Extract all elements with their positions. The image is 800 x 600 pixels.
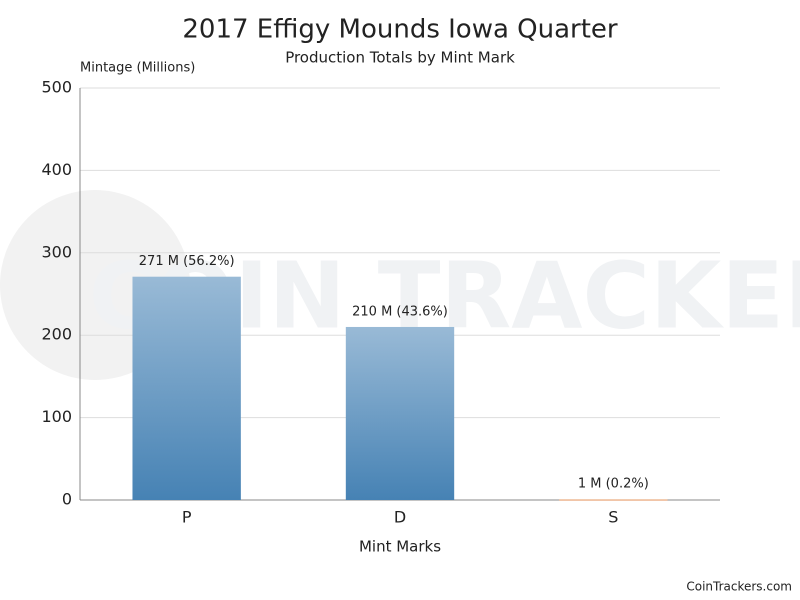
x-tick-label: D bbox=[394, 508, 406, 527]
chart-title: 2017 Effigy Mounds Iowa Quarter bbox=[182, 15, 618, 45]
chart-subtitle: Production Totals by Mint Mark bbox=[285, 49, 515, 67]
x-axis-label: Mint Marks bbox=[359, 538, 441, 556]
data-label: 1 M (0.2%) bbox=[578, 477, 649, 492]
y-tick-label: 100 bbox=[41, 407, 72, 426]
y-tick-label: 200 bbox=[41, 325, 72, 344]
y-tick-label: 400 bbox=[41, 160, 72, 179]
bar bbox=[345, 326, 455, 500]
bar bbox=[559, 499, 668, 501]
credit: CoinTrackers.com bbox=[686, 580, 792, 594]
x-tick-label: S bbox=[608, 508, 618, 527]
y-tick-label: 0 bbox=[62, 490, 72, 509]
y-axis-label: Mintage (Millions) bbox=[80, 61, 195, 76]
y-tick-label: 500 bbox=[41, 78, 72, 97]
y-tick-label: 300 bbox=[41, 242, 72, 261]
data-label: 210 M (43.6%) bbox=[352, 304, 448, 319]
x-tick-label: P bbox=[182, 508, 192, 527]
data-label: 271 M (56.2%) bbox=[139, 254, 235, 269]
bar bbox=[132, 276, 241, 500]
